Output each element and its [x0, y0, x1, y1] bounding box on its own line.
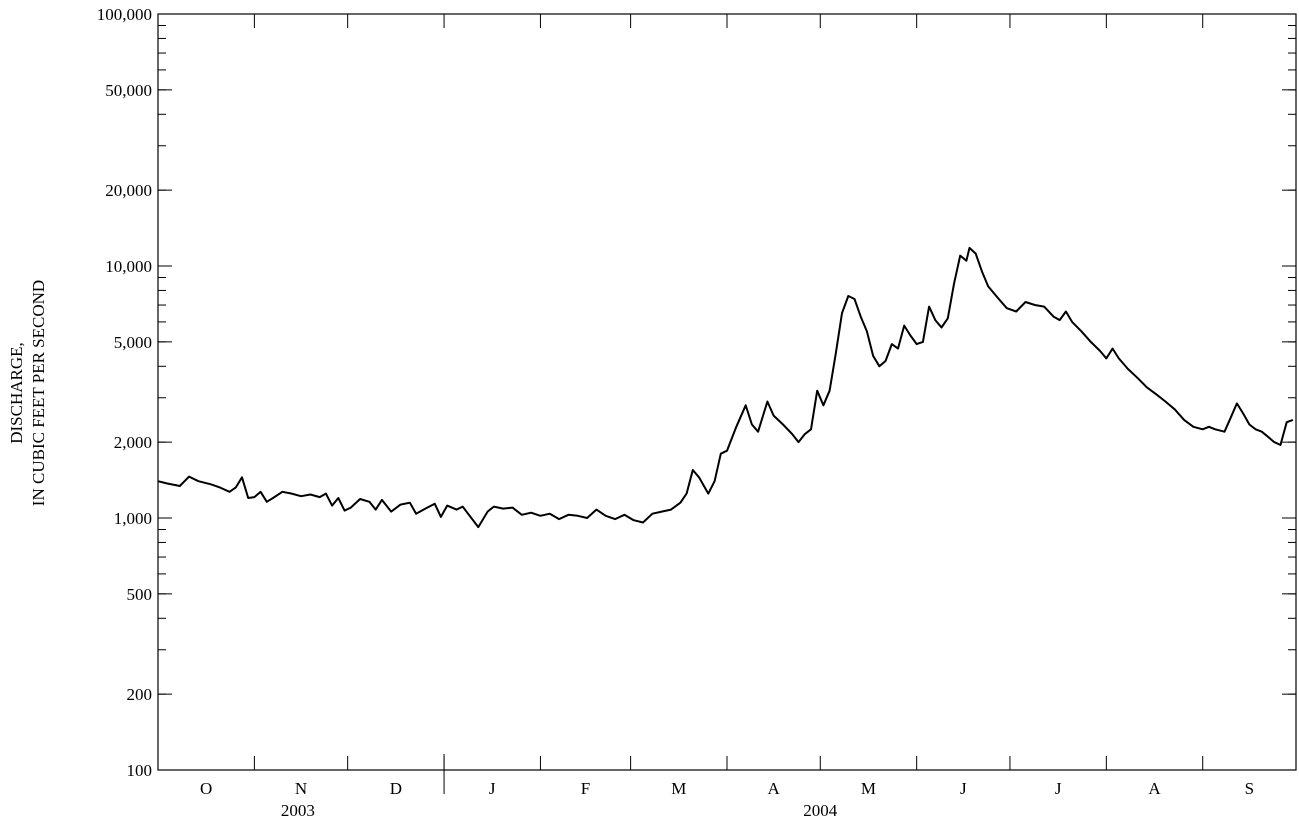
y-tick-label: 2,000	[114, 433, 152, 452]
x-month-label: A	[767, 779, 780, 798]
x-month-label: M	[861, 779, 876, 798]
x-month-label: A	[1148, 779, 1161, 798]
x-month-label: N	[295, 779, 307, 798]
y-tick-label: 500	[127, 585, 153, 604]
y-tick-label: 10,000	[105, 257, 152, 276]
x-month-label: D	[390, 779, 402, 798]
x-month-label: F	[581, 779, 590, 798]
x-month-label: O	[200, 779, 212, 798]
x-month-label: J	[960, 779, 967, 798]
x-month-label: M	[671, 779, 686, 798]
y-tick-label: 200	[127, 685, 153, 704]
x-month-label: J	[489, 779, 496, 798]
y-tick-label: 5,000	[114, 333, 152, 352]
plot-frame	[157, 13, 1297, 771]
x-month-label: J	[1055, 779, 1062, 798]
y-tick-label: 20,000	[105, 181, 152, 200]
y-tick-label: 1,000	[114, 509, 152, 528]
y-tick-label: 100,000	[97, 5, 152, 24]
y-tick-label: 50,000	[105, 81, 152, 100]
y-axis-title-line-1: DISCHARGE,	[7, 342, 26, 444]
y-axis: 100 200 500 1,000 2,000 5,000 10,000 20,000 50,0…	[97, 5, 1296, 780]
x-axis: O N D J F M A M J J A S 2003 2004	[200, 14, 1254, 820]
y-tick-label: 100	[127, 761, 153, 780]
x-year-label: 2003	[281, 801, 315, 820]
x-year-label: 2004	[803, 801, 838, 820]
y-axis-title-line-2: IN CUBIC FEET PER SECOND	[29, 280, 48, 506]
x-month-label: S	[1245, 779, 1254, 798]
discharge-series-line	[157, 246, 1294, 529]
series-layer	[157, 246, 1294, 529]
